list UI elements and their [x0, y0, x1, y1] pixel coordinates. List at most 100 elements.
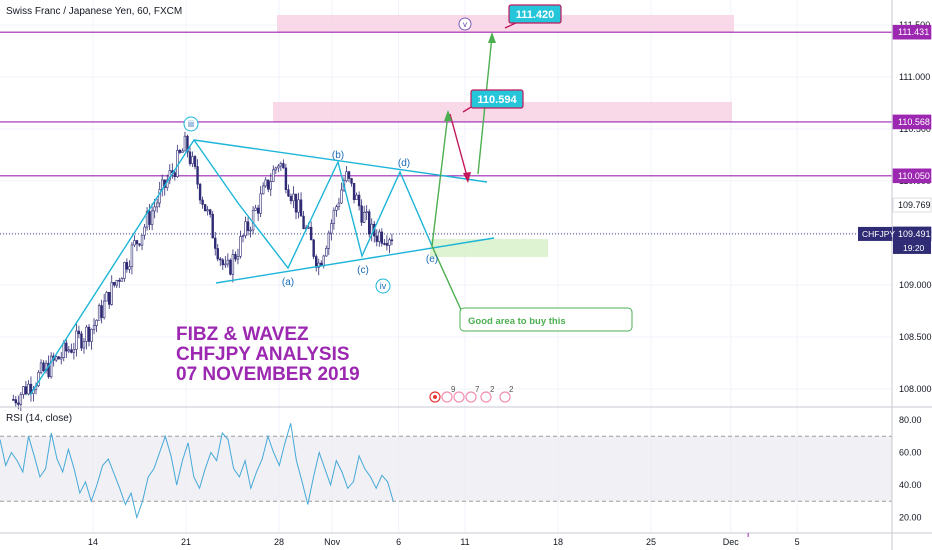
candle-body: [77, 330, 81, 335]
candle-body: [193, 156, 197, 167]
candle-body: [143, 226, 146, 236]
candle-body: [347, 171, 351, 179]
time-axis[interactable]: 14 21 28 Nov 6 11 18 25 Dec 5: [88, 533, 800, 547]
price-tick-label: 108.000: [899, 384, 932, 394]
candle-body: [267, 179, 270, 190]
time-tick-label: 28: [274, 537, 284, 547]
candle-body: [350, 178, 353, 184]
candle-body: [332, 210, 336, 224]
candle-body: [145, 211, 149, 228]
candle-body: [279, 163, 283, 167]
candle-body: [261, 185, 265, 195]
candle-body: [27, 383, 30, 395]
candle-body: [24, 386, 28, 395]
candle-body: [216, 248, 219, 260]
projection-arrowhead-2: [463, 172, 471, 183]
candle-body: [133, 240, 136, 246]
candle-body: [385, 243, 389, 246]
price-tick-label: 111.000: [899, 72, 930, 82]
rsi-indicator-label[interactable]: RSI (14, close): [6, 413, 73, 424]
candle-body: [330, 223, 333, 234]
headline-line-1: FIBZ & WAVEZ: [176, 324, 309, 345]
time-tick-label: Dec: [723, 537, 740, 547]
candle-body: [307, 226, 310, 229]
candle-body: [140, 234, 144, 246]
wave-label-iv: iv: [380, 281, 387, 291]
candle-body: [362, 211, 366, 223]
headline-line-3: 07 NOVEMBER 2019: [176, 364, 360, 385]
candle-body: [201, 199, 204, 205]
wave-label-b: (b): [332, 150, 344, 161]
time-tick-label: 18: [553, 537, 563, 547]
candle-body: [115, 280, 118, 286]
time-tick-label: 6: [396, 537, 401, 547]
candlesticks: [12, 131, 394, 411]
candle-body: [388, 239, 391, 246]
candle-body: [221, 259, 225, 266]
countdown-text: 19:20: [903, 243, 925, 253]
target-box-top: 111.420: [508, 4, 562, 24]
candle-body: [219, 258, 222, 261]
candle-body: [57, 356, 60, 360]
wave-label-iii: iii: [188, 119, 194, 129]
target-box-middle: 110.594: [470, 89, 524, 109]
candle-body: [110, 282, 113, 305]
target-box-top-label: 111.420: [516, 9, 555, 21]
symbol-title[interactable]: Swiss Franc / Japanese Yen, 60, FXCM: [6, 6, 183, 17]
triangle-lower-trendline: [215, 237, 495, 284]
time-tick-label: Nov: [324, 537, 341, 547]
price-badge: [892, 114, 932, 130]
candle-body: [355, 194, 358, 200]
wave-label-v: v: [463, 20, 467, 29]
candle-body: [42, 362, 45, 371]
candle-body: [226, 259, 230, 265]
candle-body: [67, 349, 71, 352]
candle-body: [65, 342, 68, 352]
candle-body: [211, 214, 214, 239]
wave-structure: [29, 138, 495, 396]
main-pane[interactable]: [0, 0, 892, 406]
candle-body: [118, 280, 121, 282]
candle-body: [148, 211, 151, 225]
candle-body: [229, 259, 232, 275]
candle-body: [14, 399, 18, 404]
candle-body: [125, 262, 129, 270]
time-tick-label: 25: [646, 537, 656, 547]
candle-body: [309, 226, 313, 241]
price-badge-text: 109.769: [898, 200, 931, 210]
event-count-2: 7: [475, 385, 480, 394]
impulse-wave-line: [29, 138, 433, 396]
candle-body: [287, 189, 290, 197]
headline: FIBZ & WAVEZ CHFJPY ANALYSIS 07 NOVEMBER…: [176, 324, 360, 385]
candle-body: [97, 305, 101, 321]
candle-body: [322, 255, 325, 266]
wave-label-e: (e): [426, 254, 438, 265]
event-count-4: 2: [509, 385, 514, 394]
candle-body: [340, 189, 343, 204]
price-badge: [892, 168, 932, 184]
candle-body: [274, 167, 278, 171]
candle-body: [277, 165, 280, 169]
candle-body: [284, 167, 288, 190]
event-count-1: 9: [451, 385, 456, 394]
price-tick-label: 108.500: [899, 332, 932, 342]
candle-body: [155, 202, 159, 208]
candle-body: [312, 239, 315, 257]
candle-body: [352, 183, 356, 200]
candle-body: [173, 172, 177, 177]
rsi-axis[interactable]: 80.00 60.00 40.00 20.00: [899, 415, 922, 523]
time-tick-label: 11: [460, 537, 469, 547]
time-tick-label: 5: [795, 537, 800, 547]
event-count-3: 2: [490, 385, 495, 394]
countdown-badge: [893, 240, 931, 254]
candle-body: [383, 243, 386, 245]
event-markers[interactable]: 9 7 2 2: [429, 385, 514, 403]
projection-down: [449, 113, 469, 181]
candle-body: [335, 206, 338, 211]
wave-label-d: (d): [398, 158, 410, 169]
target-box-middle-label: 110.594: [477, 94, 517, 106]
candle-body: [269, 181, 272, 190]
candle-body: [85, 326, 88, 342]
wave-labels: iii iv v (a) (b) (c) (d) (e): [183, 17, 472, 294]
